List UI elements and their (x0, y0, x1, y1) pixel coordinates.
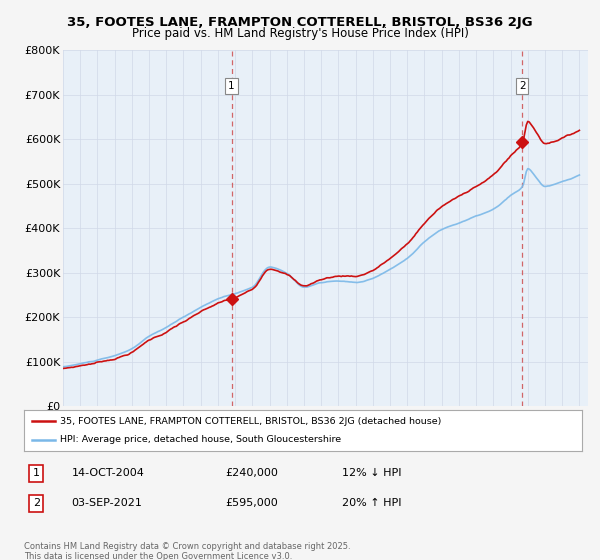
Text: 14-OCT-2004: 14-OCT-2004 (71, 469, 145, 478)
Text: 1: 1 (33, 469, 40, 478)
Text: 35, FOOTES LANE, FRAMPTON COTTERELL, BRISTOL, BS36 2JG (detached house): 35, FOOTES LANE, FRAMPTON COTTERELL, BRI… (60, 417, 442, 426)
Text: 12% ↓ HPI: 12% ↓ HPI (342, 469, 401, 478)
Text: 2: 2 (519, 81, 526, 91)
Text: 2: 2 (33, 498, 40, 508)
Text: Price paid vs. HM Land Registry's House Price Index (HPI): Price paid vs. HM Land Registry's House … (131, 27, 469, 40)
Text: 35, FOOTES LANE, FRAMPTON COTTERELL, BRISTOL, BS36 2JG: 35, FOOTES LANE, FRAMPTON COTTERELL, BRI… (67, 16, 533, 29)
Text: £595,000: £595,000 (225, 498, 278, 508)
Text: £240,000: £240,000 (225, 469, 278, 478)
Text: 03-SEP-2021: 03-SEP-2021 (71, 498, 142, 508)
Text: 1: 1 (228, 81, 235, 91)
Text: 20% ↑ HPI: 20% ↑ HPI (342, 498, 401, 508)
Text: Contains HM Land Registry data © Crown copyright and database right 2025.
This d: Contains HM Land Registry data © Crown c… (24, 542, 350, 560)
Text: HPI: Average price, detached house, South Gloucestershire: HPI: Average price, detached house, Sout… (60, 436, 341, 445)
